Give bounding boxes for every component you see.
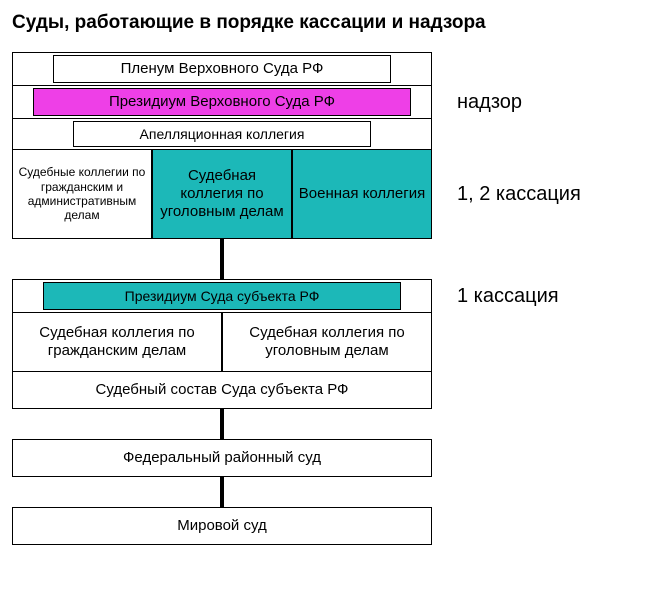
label-12-kass: 1, 2 кассация — [432, 183, 581, 206]
military-collegia: Военная коллегия — [292, 150, 431, 238]
supreme-appeal-row: Апелляционная коллегия — [12, 119, 648, 150]
subject-criminal-collegia: Судебная коллегия по уголовным делам — [222, 313, 431, 371]
diagram-root: Пленум Верховного Суда РФ Президиум Верх… — [12, 52, 648, 545]
connector-2 — [12, 409, 432, 439]
connector-3 — [12, 477, 432, 507]
civil-admin-collegia: Судебные коллегии по гражданским и админ… — [13, 150, 152, 238]
supreme-presidium-row: Президиум Верховного Суда РФ надзор — [12, 86, 648, 119]
federal-row: Федеральный районный суд — [12, 439, 648, 477]
diagram-title: Суды, работающие в порядке кассации и на… — [12, 12, 648, 34]
label-nadzor: надзор — [432, 91, 522, 114]
appeal-box: Апелляционная коллегия — [73, 121, 371, 147]
mirovoi-row: Мировой суд — [12, 507, 648, 545]
subject-presidium-row: Президиум Суда субъекта РФ 1 кассация — [12, 279, 648, 313]
mirovoi-box: Мировой суд — [13, 508, 431, 544]
label-1-kass: 1 кассация — [432, 285, 559, 308]
subject-presidium-box: Президиум Суда субъекта РФ — [43, 282, 401, 310]
subject-composition-row: Судебный состав Суда субъекта РФ — [12, 372, 648, 409]
connector-1 — [12, 239, 432, 279]
criminal-collegia: Судебная коллегия по уголовным делам — [152, 150, 292, 238]
federal-box: Федеральный районный суд — [13, 440, 431, 476]
subject-collegia-row: Судебная коллегия по гражданским делам С… — [12, 313, 648, 372]
subject-composition-box: Судебный состав Суда субъекта РФ — [13, 372, 431, 408]
subject-civil-collegia: Судебная коллегия по гражданским делам — [13, 313, 222, 371]
presidium-box: Президиум Верховного Суда РФ — [33, 88, 411, 116]
supreme-collegia-row: Судебные коллегии по гражданским и админ… — [12, 150, 648, 239]
supreme-plenum-row: Пленум Верховного Суда РФ — [12, 52, 648, 86]
plenum-box: Пленум Верховного Суда РФ — [53, 55, 391, 83]
